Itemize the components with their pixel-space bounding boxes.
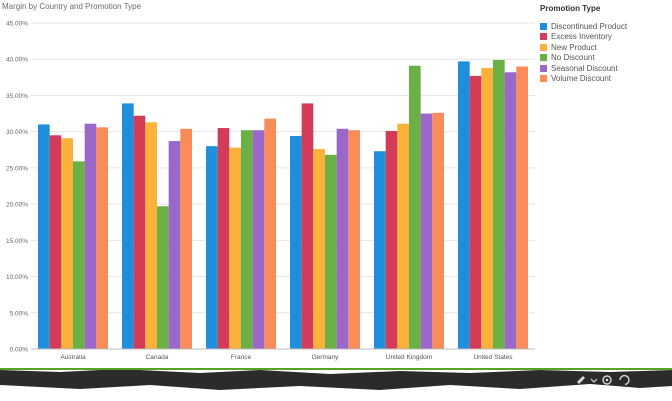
bar[interactable] <box>385 130 398 349</box>
x-tick-label: Australia <box>60 354 86 361</box>
legend-swatch <box>540 22 547 30</box>
y-tick-label: 5.00% <box>10 310 29 317</box>
bar[interactable] <box>217 128 230 349</box>
x-tick-label: United States <box>473 354 513 361</box>
bar[interactable] <box>516 66 529 349</box>
legend: Promotion Type Discontinued Product Exces… <box>540 4 650 84</box>
bar[interactable] <box>96 127 109 349</box>
bar[interactable] <box>73 161 85 349</box>
legend-label: No Discount <box>551 53 595 63</box>
bar[interactable] <box>133 115 146 350</box>
legend-swatch <box>540 54 547 62</box>
bar[interactable] <box>432 112 445 349</box>
y-tick-label: 15.00% <box>6 238 28 245</box>
bar[interactable] <box>481 67 493 349</box>
bar[interactable] <box>373 151 386 349</box>
settings-icon[interactable] <box>602 375 612 385</box>
legend-swatch <box>540 43 547 51</box>
bar[interactable] <box>229 147 241 349</box>
legend-swatch <box>540 64 547 72</box>
refresh-icon[interactable] <box>619 374 630 386</box>
legend-item[interactable]: New Product <box>540 42 650 53</box>
y-tick-label: 40.00% <box>6 57 28 64</box>
bar[interactable] <box>264 118 277 349</box>
bar[interactable] <box>289 136 302 349</box>
legend-item[interactable]: Discontinued Product <box>540 21 650 32</box>
legend-label: New Product <box>551 42 597 52</box>
y-tick-label: 20.00% <box>6 202 28 209</box>
legend-label: Seasonal Discount <box>551 63 618 73</box>
legend-swatch <box>540 75 547 83</box>
x-tick-label: France <box>231 354 252 361</box>
legend-item[interactable]: No Discount <box>540 53 650 64</box>
x-tick-label: Canada <box>146 354 169 361</box>
bar[interactable] <box>121 103 134 349</box>
bar[interactable] <box>348 130 361 349</box>
legend-swatch <box>540 33 547 41</box>
legend-title: Promotion Type <box>540 4 601 13</box>
bar[interactable] <box>145 122 157 349</box>
bar[interactable] <box>168 141 181 349</box>
bar[interactable] <box>157 206 169 349</box>
y-tick-label: 45.00% <box>6 21 28 28</box>
legend-item[interactable]: Excess Inventory <box>540 32 650 43</box>
bar[interactable] <box>241 130 253 349</box>
x-tick-label: Germany <box>312 354 339 361</box>
bar[interactable] <box>336 128 349 349</box>
bar[interactable] <box>493 59 505 350</box>
bar[interactable] <box>409 65 421 350</box>
chart-title: Margin by Country and Promotion Type <box>2 2 142 11</box>
bar[interactable] <box>325 154 337 349</box>
bar[interactable] <box>301 103 314 349</box>
y-tick-label: 30.00% <box>6 129 28 136</box>
bar[interactable] <box>205 146 218 349</box>
legend-label: Discontinued Product <box>551 21 628 31</box>
bar[interactable] <box>252 130 265 349</box>
y-tick-label: 25.00% <box>6 165 28 172</box>
bar[interactable] <box>37 124 50 349</box>
bar[interactable] <box>469 75 482 349</box>
legend-label: Volume Discount <box>551 74 612 84</box>
pen-icon[interactable] <box>577 376 585 384</box>
taskbar <box>0 364 672 401</box>
legend-item[interactable]: Volume Discount <box>540 74 650 85</box>
bar[interactable] <box>420 113 433 349</box>
bar[interactable] <box>504 72 517 350</box>
bar[interactable] <box>49 135 62 349</box>
bar[interactable] <box>84 123 97 349</box>
y-tick-label: 10.00% <box>6 274 28 281</box>
chevron-icon[interactable] <box>590 378 598 383</box>
legend-label: Excess Inventory <box>551 32 612 42</box>
x-tick-label: United Kingdom <box>386 354 432 361</box>
bar[interactable] <box>397 123 409 349</box>
bar[interactable] <box>313 149 325 349</box>
bar[interactable] <box>61 138 73 349</box>
y-tick-label: 35.00% <box>6 93 28 100</box>
y-tick-label: 0.00% <box>10 347 29 354</box>
legend-item[interactable]: Seasonal Discount <box>540 63 650 74</box>
bar[interactable] <box>180 128 193 349</box>
bar[interactable] <box>457 61 470 349</box>
